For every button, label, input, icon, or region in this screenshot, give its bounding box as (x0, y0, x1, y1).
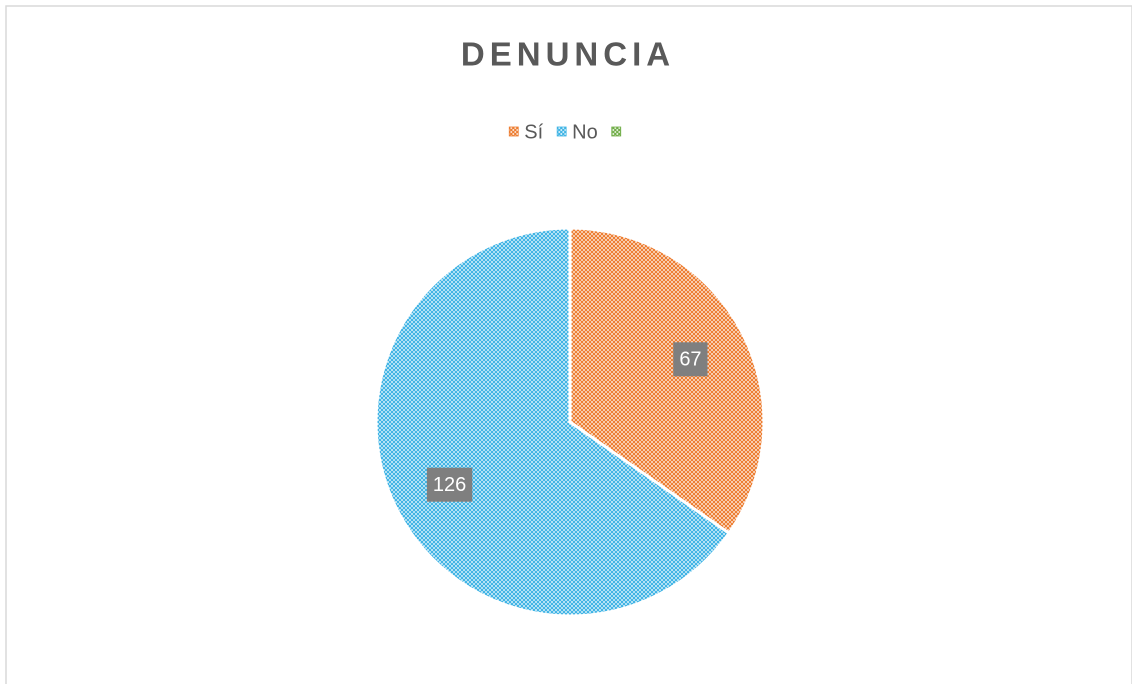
data-label-box (673, 342, 708, 377)
legend-marker (508, 126, 519, 137)
data-label-box (426, 467, 473, 502)
pie-slice (568, 226, 766, 536)
legend-marker (556, 126, 567, 137)
data-label-group: 67 (673, 342, 708, 377)
legend-marker (611, 126, 622, 137)
legend-label: No (572, 121, 598, 143)
data-label: 67 (679, 349, 701, 371)
pie-slice (374, 226, 732, 618)
data-label-group: 126 (426, 467, 473, 502)
chart-title: DENUNCIA (461, 36, 675, 73)
data-label: 126 (433, 474, 466, 496)
legend-label: Sí (524, 121, 543, 143)
legend: Sí No (508, 121, 622, 143)
